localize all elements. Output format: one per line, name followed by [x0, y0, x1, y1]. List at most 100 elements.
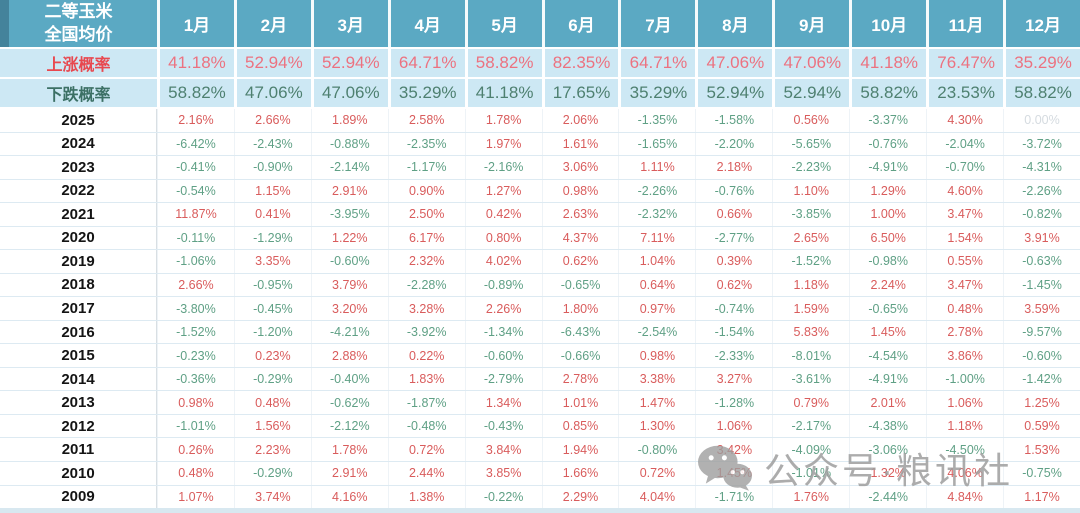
- change-value-cell: 0.22%: [387, 344, 465, 367]
- change-value-cell: -2.23%: [772, 156, 849, 179]
- change-value-cell: -0.62%: [310, 391, 388, 414]
- fall-probability-row: 下跌概率 58.82% 47.06% 47.06% 35.29% 41.18% 17.65…: [0, 77, 1080, 107]
- change-value-cell: 1.59%: [772, 297, 849, 320]
- change-value-cell: -4.50%: [926, 438, 1003, 461]
- change-value-cell: -0.76%: [849, 132, 926, 156]
- change-value-cell: 1.04%: [618, 250, 695, 273]
- change-value-cell: 0.72%: [618, 461, 695, 485]
- year-row-2023: 2023 -0.41% -0.90% -2.14% -1.17% -2.16% 3.06% 1…: [0, 155, 1080, 179]
- change-value-cell: -3.37%: [849, 109, 926, 132]
- rise-value-cell: 52.94%: [310, 49, 388, 77]
- change-value-cell: -9.57%: [1003, 320, 1080, 344]
- change-value-cell: 4.16%: [310, 485, 388, 509]
- change-value-cell: 0.72%: [387, 438, 465, 461]
- change-value-cell: 3.84%: [464, 438, 542, 461]
- change-value-cell: -1.58%: [695, 109, 772, 132]
- year-label: 2022: [0, 179, 157, 203]
- change-value-cell: 2.18%: [695, 156, 772, 179]
- change-value-cell: -8.01%: [772, 344, 849, 367]
- change-value-cell: 2.29%: [541, 485, 619, 509]
- year-label: 2025: [0, 109, 157, 132]
- year-label: 2014: [0, 367, 157, 391]
- change-value-cell: -2.33%: [695, 344, 772, 367]
- change-value-cell: 0.39%: [695, 250, 772, 273]
- year-label: 2019: [0, 250, 157, 273]
- change-value-cell: 1.15%: [233, 179, 311, 203]
- fall-value-cell: 23.53%: [926, 79, 1003, 107]
- change-value-cell: 2.23%: [233, 438, 311, 461]
- change-value-cell: 2.58%: [387, 109, 465, 132]
- change-value-cell: 1.06%: [695, 414, 772, 438]
- change-value-cell: -4.91%: [849, 156, 926, 179]
- rise-value-cell: 41.18%: [157, 49, 234, 77]
- change-value-cell: 2.24%: [849, 273, 926, 297]
- change-value-cell: -1.54%: [695, 320, 772, 344]
- change-value-cell: -2.79%: [464, 367, 542, 391]
- change-value-cell: 11.87%: [157, 203, 234, 226]
- month-header-cell: 11月: [926, 0, 1003, 47]
- change-value-cell: 1.89%: [310, 109, 388, 132]
- change-value-cell: 2.63%: [541, 203, 619, 226]
- rise-value-cell: 64.71%: [387, 49, 465, 77]
- change-value-cell: 1.17%: [1003, 485, 1080, 509]
- change-value-cell: -4.31%: [1003, 156, 1080, 179]
- change-value-cell: -4.09%: [772, 438, 849, 461]
- change-value-cell: -2.77%: [695, 226, 772, 250]
- change-value-cell: -1.52%: [157, 320, 234, 344]
- change-value-cell: 0.59%: [1003, 414, 1080, 438]
- change-value-cell: -0.43%: [464, 414, 542, 438]
- change-value-cell: 1.38%: [387, 485, 465, 509]
- month-header-cell: 1月: [157, 0, 234, 47]
- change-value-cell: 1.11%: [618, 156, 695, 179]
- change-value-cell: -1.71%: [695, 485, 772, 509]
- change-value-cell: -4.38%: [849, 414, 926, 438]
- change-value-cell: 2.44%: [387, 461, 465, 485]
- change-value-cell: -0.11%: [157, 226, 234, 250]
- change-value-cell: 0.64%: [618, 273, 695, 297]
- change-value-cell: -5.65%: [772, 132, 849, 156]
- change-value-cell: -1.29%: [233, 226, 311, 250]
- fall-value-cell: 47.06%: [233, 79, 311, 107]
- change-value-cell: -0.48%: [387, 414, 465, 438]
- change-value-cell: 3.27%: [695, 367, 772, 391]
- change-value-cell: 3.35%: [233, 250, 311, 273]
- change-value-cell: -3.06%: [849, 438, 926, 461]
- fall-value-cell: 58.82%: [849, 79, 926, 107]
- change-value-cell: 0.85%: [541, 414, 619, 438]
- change-value-cell: 3.06%: [541, 156, 619, 179]
- change-value-cell: -6.43%: [541, 320, 619, 344]
- change-value-cell: 3.85%: [464, 461, 542, 485]
- change-value-cell: 1.78%: [464, 109, 542, 132]
- corner-header-line1: 二等玉米: [44, 2, 113, 22]
- change-value-cell: 4.30%: [926, 109, 1003, 132]
- change-value-cell: -1.65%: [618, 132, 695, 156]
- change-value-cell: -0.60%: [1003, 344, 1080, 367]
- year-row-2024: 2024 -6.42% -2.43% -0.88% -2.35% 1.97% 1.61% -1…: [0, 131, 1080, 156]
- year-row-2017: 2017 -3.80% -0.45% 3.20% 3.28% 2.26% 1.80% 0.97…: [0, 296, 1080, 320]
- change-value-cell: 2.66%: [233, 109, 311, 132]
- year-label: 2018: [0, 273, 157, 297]
- change-value-cell: 0.97%: [618, 297, 695, 320]
- change-value-cell: 2.78%: [926, 320, 1003, 344]
- change-value-cell: 1.27%: [464, 179, 542, 203]
- change-value-cell: -1.35%: [618, 109, 695, 132]
- change-value-cell: 3.74%: [233, 485, 311, 509]
- month-header-cell: 6月: [541, 0, 619, 47]
- fall-value-cell: 52.94%: [695, 79, 772, 107]
- change-value-cell: 0.98%: [541, 179, 619, 203]
- year-row-2011: 2011 0.26% 2.23% 1.78% 0.72% 3.84% 1.94% -0.80%…: [0, 437, 1080, 461]
- change-value-cell: -1.28%: [695, 391, 772, 414]
- change-value-cell: -0.90%: [233, 156, 311, 179]
- change-value-cell: -0.80%: [618, 438, 695, 461]
- change-value-cell: 3.28%: [387, 297, 465, 320]
- change-value-cell: 1.94%: [541, 438, 619, 461]
- change-value-cell: -3.72%: [1003, 132, 1080, 156]
- change-value-cell: 0.48%: [926, 297, 1003, 320]
- change-value-cell: -0.22%: [464, 485, 542, 509]
- year-row-2022: 2022 -0.54% 1.15% 2.91% 0.90% 1.27% 0.98% -2.26…: [0, 178, 1080, 203]
- rise-value-cell: 47.06%: [772, 49, 849, 77]
- year-label: 2020: [0, 226, 157, 250]
- fall-value-cell: 17.65%: [541, 79, 619, 107]
- change-value-cell: 0.00%: [1003, 109, 1080, 132]
- change-value-cell: -2.54%: [618, 320, 695, 344]
